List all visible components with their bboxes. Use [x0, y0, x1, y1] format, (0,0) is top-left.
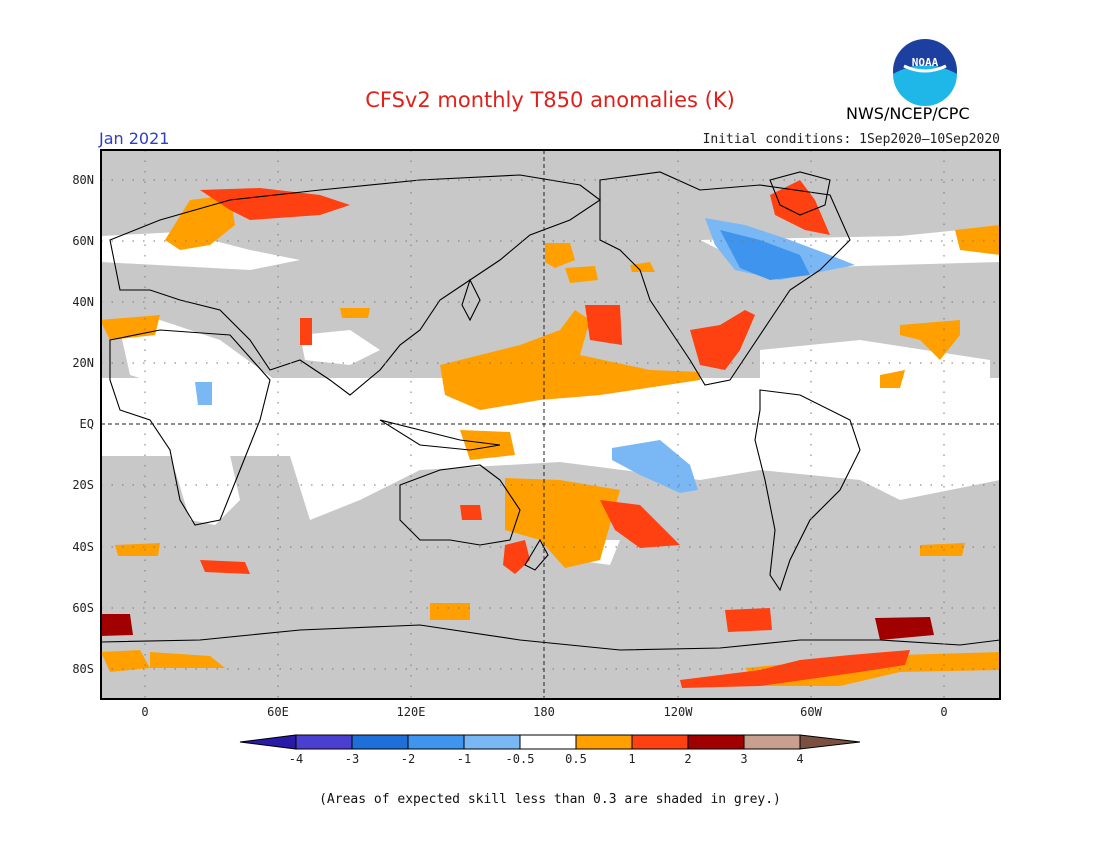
- anomaly-orange: [565, 266, 598, 283]
- colorbar-tick: 1: [628, 752, 635, 766]
- anomaly-orange: [101, 650, 150, 672]
- lon-label: 60W: [800, 705, 822, 719]
- agency-label: NWS/NCEP/CPC: [846, 104, 970, 123]
- anomaly-orange: [150, 652, 225, 668]
- anomaly-orange: [101, 315, 160, 340]
- coastline-japan: [461, 278, 481, 322]
- white-region: [101, 232, 300, 270]
- lat-label: 40S: [72, 540, 94, 554]
- white-region: [120, 320, 275, 400]
- lat-label: 20N: [72, 356, 94, 370]
- coastline-indonesia: [379, 419, 501, 451]
- colorbar-swatch: [239, 734, 297, 750]
- colorbar-tick: 2: [684, 752, 691, 766]
- anomaly-red: [200, 188, 350, 220]
- anomaly-orange: [340, 308, 370, 318]
- coastline-north-america: [599, 171, 851, 386]
- lon-label: 120E: [397, 705, 426, 719]
- colorbar-swatch: [631, 734, 689, 750]
- colorbar-swatch: [575, 734, 633, 750]
- lat-label: EQ: [80, 417, 94, 431]
- coastline-new-zealand: [524, 538, 549, 571]
- lon-label: 0: [141, 705, 148, 719]
- initial-conditions: Initial conditions: 1Sep2020–10Sep2020: [702, 132, 1000, 147]
- lat-label: 60S: [72, 601, 94, 615]
- lat-label: 80N: [72, 173, 94, 187]
- lat-label: 20S: [72, 478, 94, 492]
- map-frame: [100, 149, 1001, 700]
- anomaly-red: [600, 500, 680, 548]
- anomaly-orange: [900, 320, 960, 360]
- colorbar-tick: -1: [457, 752, 471, 766]
- anomaly-orange: [430, 603, 470, 620]
- anomaly-red: [200, 560, 250, 574]
- anomaly-red: [770, 180, 830, 235]
- lon-label: 180: [533, 705, 555, 719]
- anomaly-dark-red: [875, 617, 934, 640]
- colorbar-swatch: [351, 734, 409, 750]
- colorbar-tick: -3: [345, 752, 359, 766]
- anomaly-blue: [720, 230, 810, 280]
- lat-label: 80S: [72, 662, 94, 676]
- white-region: [300, 330, 380, 365]
- target-month: Jan 2021: [99, 129, 170, 148]
- colorbar-swatch: [799, 734, 861, 750]
- coastline-africa: [109, 329, 271, 526]
- lon-label: 120W: [664, 705, 694, 719]
- map-reference-lines: [101, 150, 1000, 699]
- coastline-south-america: [754, 389, 861, 592]
- chart-title: CFSv2 monthly T850 anomalies (K): [365, 88, 735, 112]
- coastline-australia: [399, 464, 521, 546]
- anomaly-dark-red: [101, 614, 133, 636]
- lon-label: 60E: [267, 705, 289, 719]
- white-region: [101, 456, 1000, 520]
- colorbar-tick: -2: [401, 752, 415, 766]
- anomaly-orange: [630, 262, 655, 272]
- anomaly-red: [460, 505, 482, 520]
- lon-label: 0: [940, 705, 947, 719]
- white-region: [170, 455, 240, 525]
- anomaly-red: [585, 305, 622, 345]
- anomaly-orange: [920, 543, 965, 556]
- noaa-logo-text: NOAA: [912, 56, 939, 69]
- anomaly-orange: [440, 310, 700, 410]
- coastline-europe-asia: [109, 174, 601, 396]
- coastline-antarctica: [101, 624, 1000, 651]
- colorbar-swatch: [519, 734, 577, 750]
- anomaly-orange: [115, 543, 160, 556]
- anomaly-orange: [460, 430, 515, 460]
- colorbar-tick: -0.5: [506, 752, 535, 766]
- anomaly-red: [725, 608, 772, 632]
- skill-footnote: (Areas of expected skill less than 0.3 a…: [319, 792, 781, 807]
- anomaly-light-blue: [612, 440, 698, 493]
- anomaly-red: [690, 310, 755, 370]
- anomaly-red: [503, 540, 530, 574]
- colorbar-tick: 3: [740, 752, 747, 766]
- anomaly-light-blue: [195, 382, 212, 405]
- colorbar-tick: -4: [289, 752, 303, 766]
- colorbar-swatch: [463, 734, 521, 750]
- colorbar-swatch: [743, 734, 801, 750]
- colorbar-tick: 0.5: [565, 752, 587, 766]
- anomaly-orange: [955, 225, 1000, 255]
- lat-label: 40N: [72, 295, 94, 309]
- anomaly-red: [300, 318, 312, 345]
- lat-label: 60N: [72, 234, 94, 248]
- anomaly-orange: [545, 243, 575, 268]
- colorbar-swatch: [295, 734, 353, 750]
- colorbar: [239, 734, 861, 750]
- noaa-logo: NOAA: [893, 39, 957, 106]
- colorbar-swatch: [407, 734, 465, 750]
- anomaly-orange: [880, 370, 905, 388]
- colorbar-tick: 4: [796, 752, 803, 766]
- anomaly-orange: [165, 195, 235, 250]
- anomaly-orange: [505, 478, 620, 568]
- coastline-greenland: [769, 171, 831, 216]
- colorbar-swatch: [687, 734, 745, 750]
